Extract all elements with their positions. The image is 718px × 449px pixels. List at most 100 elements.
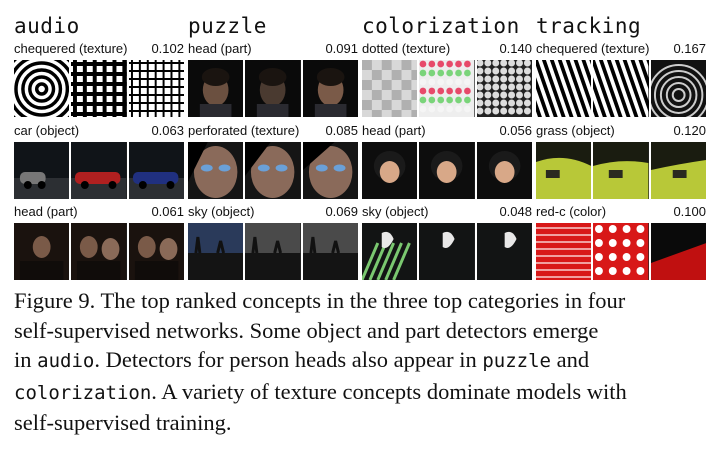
concept-label: sky (object) xyxy=(188,204,255,219)
concept-cell: perforated (texture) 0.085 xyxy=(188,123,358,199)
example-image xyxy=(188,60,244,117)
example-image xyxy=(14,223,70,280)
thumbnail-strip xyxy=(536,142,706,199)
thumbnail-strip xyxy=(188,60,358,117)
concept-cell: dotted (texture) 0.140 xyxy=(362,41,532,117)
example-image xyxy=(14,60,70,117)
thumbnail-strip xyxy=(362,223,532,280)
concept-label: dotted (texture) xyxy=(362,41,451,56)
column-header-puzzle: puzzle xyxy=(188,14,267,38)
concept-score: 0.102 xyxy=(151,41,184,56)
concept-cell: head (part) 0.061 xyxy=(14,204,184,280)
example-image xyxy=(245,142,301,199)
column-header-colorization: colorization xyxy=(362,14,520,38)
concept-score: 0.061 xyxy=(151,204,184,219)
example-image xyxy=(476,223,532,280)
thumbnail-strip xyxy=(14,223,184,280)
example-image xyxy=(362,60,418,117)
concept-label: chequered (texture) xyxy=(536,41,650,56)
example-image xyxy=(419,60,475,117)
concept-label: head (part) xyxy=(188,41,252,56)
thumbnail-strip xyxy=(536,223,706,280)
example-image xyxy=(536,60,592,117)
example-image xyxy=(650,223,706,280)
thumbnail-strip xyxy=(362,142,532,199)
concept-score: 0.048 xyxy=(499,204,532,219)
concept-label: red-c (color) xyxy=(536,204,607,219)
concept-cell: sky (object) 0.048 xyxy=(362,204,532,280)
caption-line: in audio. Detectors for person heads als… xyxy=(14,345,710,377)
example-image xyxy=(128,142,184,199)
caption-code: puzzle xyxy=(482,350,551,372)
concept-score: 0.091 xyxy=(325,41,358,56)
example-image xyxy=(188,142,244,199)
column-header-tracking: tracking xyxy=(536,14,642,38)
caption-line: Figure 9. The top ranked concepts in the… xyxy=(14,288,626,313)
thumbnail-strip xyxy=(14,142,184,199)
concept-label: grass (object) xyxy=(536,123,615,138)
concept-label: car (object) xyxy=(14,123,80,138)
concept-cell: head (part) 0.091 xyxy=(188,41,358,117)
thumbnail-strip xyxy=(536,60,706,117)
concept-label: head (part) xyxy=(14,204,78,219)
concept-label: head (part) xyxy=(362,123,426,138)
concept-cell: chequered (texture) 0.167 xyxy=(536,41,706,117)
caption-text: in xyxy=(14,347,38,372)
example-image xyxy=(536,223,592,280)
example-image xyxy=(362,142,418,199)
example-image xyxy=(128,60,184,117)
concept-cell: grass (object) 0.120 xyxy=(536,123,706,199)
caption-text: . Detectors for person heads also appear… xyxy=(94,347,483,372)
example-image xyxy=(71,60,127,117)
caption-code: audio xyxy=(37,350,95,372)
example-image xyxy=(362,223,418,280)
example-image xyxy=(188,223,244,280)
example-image xyxy=(593,60,649,117)
concept-score: 0.063 xyxy=(151,123,184,138)
example-image xyxy=(245,223,301,280)
example-image xyxy=(593,142,649,199)
column-header-audio: audio xyxy=(14,14,80,38)
example-image xyxy=(536,142,592,199)
example-image xyxy=(650,142,706,199)
thumbnail-strip xyxy=(188,142,358,199)
concept-label: perforated (texture) xyxy=(188,123,300,138)
thumbnail-strip xyxy=(14,60,184,117)
concept-score: 0.085 xyxy=(325,123,358,138)
concept-cell: head (part) 0.056 xyxy=(362,123,532,199)
example-image xyxy=(71,223,127,280)
concept-cell: chequered (texture) 0.102 xyxy=(14,41,184,117)
thumbnail-strip xyxy=(362,60,532,117)
figure-caption: Figure 9. The top ranked concepts in the… xyxy=(14,286,710,438)
example-image xyxy=(128,223,184,280)
example-image xyxy=(245,60,301,117)
concept-score: 0.069 xyxy=(325,204,358,219)
caption-text: . A variety of texture concepts dominate… xyxy=(151,378,627,404)
concept-cell: red-c (color) 0.100 xyxy=(536,204,706,280)
concept-score: 0.167 xyxy=(673,41,706,56)
caption-line: self-supervised training. xyxy=(14,410,232,435)
example-image xyxy=(71,142,127,199)
example-image xyxy=(593,223,649,280)
example-image xyxy=(14,142,70,199)
concept-cell: sky (object) 0.069 xyxy=(188,204,358,280)
example-image xyxy=(419,223,475,280)
example-image xyxy=(476,142,532,199)
caption-code: colorization xyxy=(14,381,152,404)
concept-score: 0.140 xyxy=(499,41,532,56)
concept-cell: car (object) 0.063 xyxy=(14,123,184,199)
caption-line: colorization. A variety of texture conce… xyxy=(14,377,710,409)
thumbnail-strip xyxy=(188,223,358,280)
example-image xyxy=(419,142,475,199)
concept-score: 0.100 xyxy=(673,204,706,219)
concept-score: 0.120 xyxy=(673,123,706,138)
example-image xyxy=(650,60,706,117)
caption-line: self-supervised networks. Some object an… xyxy=(14,317,599,343)
example-image xyxy=(302,60,358,117)
example-image xyxy=(302,142,358,199)
example-image xyxy=(302,223,358,280)
concept-score: 0.056 xyxy=(499,123,532,138)
column-headers: audio puzzle colorization tracking xyxy=(14,14,714,40)
concept-label: chequered (texture) xyxy=(14,41,128,56)
caption-text: and xyxy=(550,347,590,372)
